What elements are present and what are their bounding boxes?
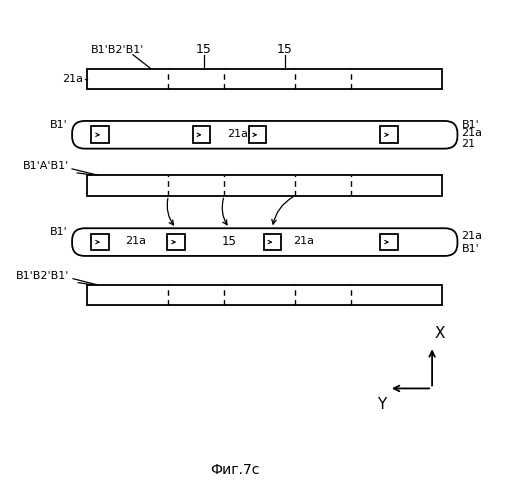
Text: 21a: 21a [461, 231, 482, 241]
Bar [380, 234, 398, 250]
Bar [91, 234, 108, 250]
Text: B1'A'B1': B1'A'B1' [23, 161, 70, 171]
Text: B1': B1' [50, 227, 68, 237]
Bar [87, 175, 442, 196]
Text: 15: 15 [196, 43, 212, 56]
Text: 21: 21 [461, 140, 476, 149]
Text: 21a: 21a [62, 74, 83, 84]
Text: 21a: 21a [293, 236, 314, 246]
Bar [91, 126, 108, 143]
Bar [264, 234, 281, 250]
Text: B1'B2'B1': B1'B2'B1' [16, 270, 70, 280]
Bar [167, 234, 185, 250]
Bar [87, 284, 442, 306]
Text: 21a: 21a [227, 129, 248, 139]
Bar [193, 126, 210, 143]
Bar [87, 68, 442, 89]
Text: B1'B2'B1': B1'B2'B1' [91, 44, 144, 54]
Text: Фиг.7c: Фиг.7c [209, 463, 259, 477]
Text: X: X [434, 326, 445, 342]
Text: 15: 15 [277, 43, 293, 56]
Bar [249, 126, 266, 143]
Text: 21a: 21a [125, 236, 147, 246]
FancyBboxPatch shape [72, 121, 458, 148]
Text: Y: Y [377, 398, 386, 412]
Text: 15: 15 [222, 234, 237, 248]
Text: B1': B1' [461, 244, 479, 254]
Text: 21a: 21a [461, 128, 482, 138]
Text: B1': B1' [461, 120, 479, 130]
Bar [380, 126, 398, 143]
Text: B1': B1' [50, 120, 68, 130]
FancyBboxPatch shape [72, 228, 458, 256]
